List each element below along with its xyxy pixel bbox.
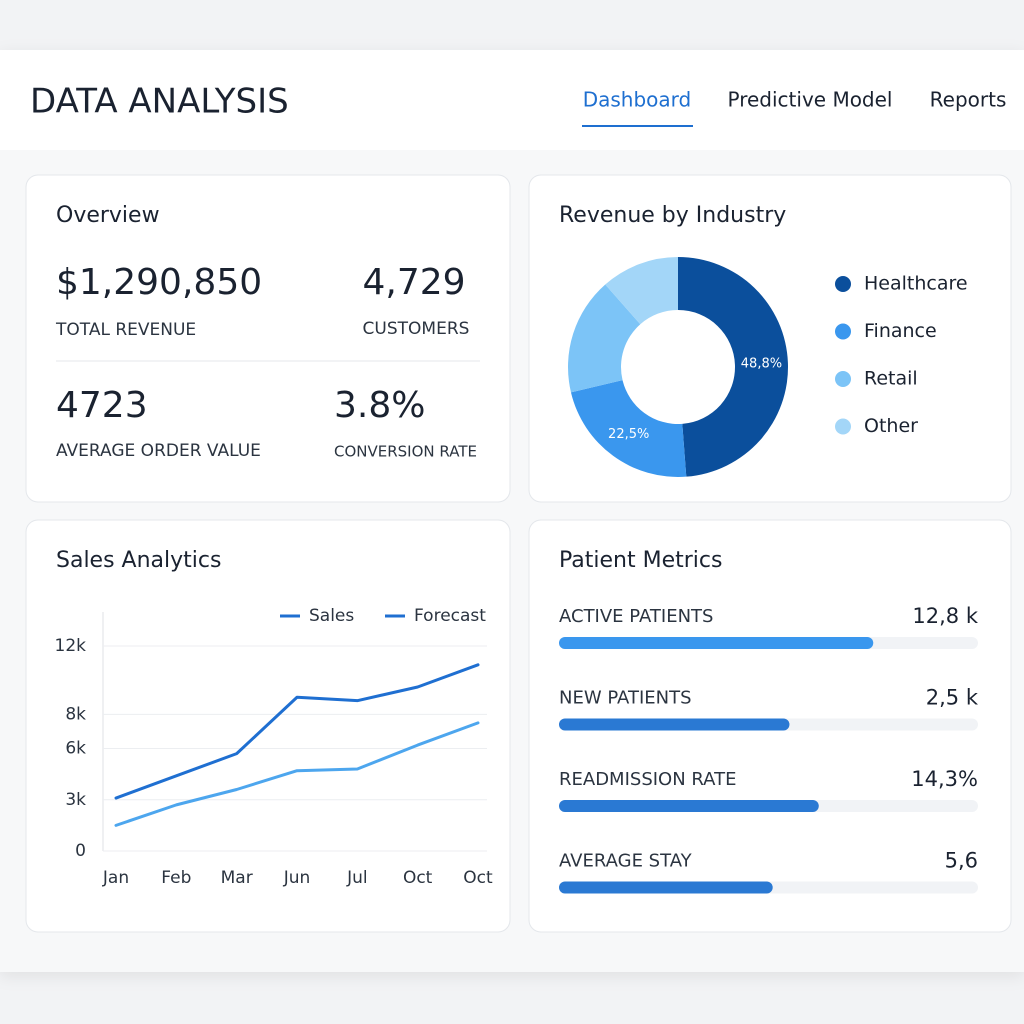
y-tick-label: 3k (65, 790, 86, 810)
donut-slice (570, 380, 687, 477)
nav: Dashboard Predictive Model Reports (582, 88, 1006, 127)
app-title: DATA ANALYSIS (30, 82, 289, 122)
metric-value: 2,5 k (926, 686, 979, 710)
metric-label: READMISSION RATE (559, 769, 736, 790)
legend-label: Healthcare (864, 273, 968, 295)
progress-bar (559, 881, 773, 894)
metric-value: 5,6 (945, 849, 978, 873)
card-title: Revenue by Industry (559, 203, 786, 228)
legend-label: Forecast (414, 606, 486, 626)
legend-label: Sales (309, 606, 354, 626)
legend-swatch (835, 418, 851, 435)
metric-label: AVERAGE STAY (559, 851, 693, 872)
metric-value: 4723 (56, 385, 148, 426)
metric-label: AVERAGE ORDER VALUE (56, 441, 261, 461)
x-tick-label: Mar (221, 868, 253, 888)
metric-value: 4,729 (362, 262, 465, 303)
y-tick-label: 8k (65, 704, 86, 724)
metric-label: NEW PATIENTS (559, 688, 692, 709)
x-tick-label: Oct (403, 868, 433, 888)
metric-label: TOTAL REVENUE (55, 320, 196, 340)
header-bar (0, 50, 1024, 150)
legend-swatch (835, 371, 851, 387)
metric-label: ACTIVE PATIENTS (559, 606, 713, 627)
y-tick-label: 0 (75, 841, 86, 861)
line-chart: 0 3k 6k 8k 12k Jan Feb Mar Jun Jul Oct Oct Sales Fore… (55, 606, 494, 888)
metric-value: 12,8 k (912, 604, 978, 628)
metric-value: $1,290,850 (56, 262, 262, 303)
card-title: Sales Analytics (56, 548, 221, 573)
series-line (114, 721, 480, 827)
x-tick-label: Oct (463, 868, 493, 888)
donut-slice (678, 257, 788, 477)
slice-label: 22,5% (608, 427, 649, 442)
legend-label: Finance (864, 320, 937, 342)
x-tick-label: Jan (102, 868, 129, 888)
card-title: Patient Metrics (559, 548, 722, 573)
donut-chart: 48,8% Healthcare 22,5% Finance Retail Other (568, 257, 968, 477)
y-tick-label: 6k (65, 739, 86, 759)
progress-bar (559, 637, 874, 649)
nav-item[interactable]: Reports (930, 88, 1007, 112)
metric-value: 3.8% (334, 385, 425, 426)
nav-item[interactable]: Predictive Model (728, 88, 893, 112)
legend-label: Other (864, 415, 918, 437)
legend-swatch (835, 276, 851, 292)
progress-bar (559, 800, 819, 812)
slice-label: 48,8% (741, 356, 782, 371)
series-line (114, 663, 480, 800)
legend-label: Retail (864, 368, 918, 390)
donut-slice (568, 284, 641, 393)
x-tick-label: Jul (346, 868, 368, 888)
overview-card (25, 174, 511, 503)
legend-swatch (835, 323, 851, 340)
progress-bar (559, 718, 790, 731)
donut-slice (605, 257, 678, 325)
patient-metrics: ACTIVE PATIENTS 12,8 k NEW PATIENTS 2,5 k RE… (559, 604, 979, 894)
x-tick-label: Feb (161, 868, 191, 888)
nav-item[interactable]: Dashboard (583, 88, 692, 112)
x-tick-label: Jun (283, 868, 311, 888)
card-title: Overview (56, 203, 160, 228)
y-tick-label: 12k (55, 636, 87, 656)
metric-label: CONVERSION RATE (334, 443, 477, 461)
metric-value: 14,3% (911, 767, 978, 791)
metric-label: CUSTOMERS (363, 319, 470, 339)
